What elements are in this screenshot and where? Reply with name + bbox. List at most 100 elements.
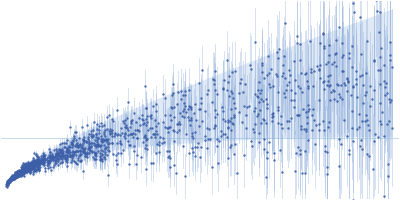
- Point: [20, 170, 26, 173]
- Point: [23, 165, 30, 168]
- Point: [36, 160, 42, 163]
- Point: [105, 173, 112, 176]
- Point: [10, 174, 17, 177]
- Point: [27, 166, 33, 169]
- Point: [121, 121, 127, 124]
- Point: [33, 161, 39, 164]
- Point: [30, 161, 37, 164]
- Point: [12, 173, 19, 177]
- Point: [17, 171, 24, 175]
- Point: [20, 171, 27, 174]
- Point: [9, 177, 15, 180]
- Point: [274, 75, 280, 78]
- Point: [303, 129, 310, 132]
- Point: [160, 92, 166, 96]
- Point: [340, 118, 347, 122]
- Point: [33, 161, 39, 164]
- Point: [33, 159, 39, 162]
- Point: [6, 179, 12, 182]
- Point: [74, 162, 80, 166]
- Point: [192, 146, 198, 149]
- Point: [125, 128, 132, 131]
- Point: [231, 152, 238, 155]
- Point: [113, 153, 119, 156]
- Point: [34, 161, 41, 164]
- Point: [99, 141, 105, 144]
- Point: [33, 162, 39, 165]
- Point: [7, 178, 14, 181]
- Point: [24, 168, 30, 171]
- Point: [102, 146, 108, 149]
- Point: [82, 139, 89, 142]
- Point: [77, 149, 84, 153]
- Point: [23, 166, 29, 169]
- Point: [190, 136, 196, 139]
- Point: [77, 143, 83, 146]
- Point: [67, 155, 73, 158]
- Point: [12, 172, 18, 175]
- Point: [33, 161, 39, 164]
- Point: [40, 161, 47, 164]
- Point: [30, 157, 36, 160]
- Point: [128, 132, 134, 136]
- Point: [17, 171, 24, 174]
- Point: [180, 108, 187, 111]
- Point: [322, 144, 328, 147]
- Point: [4, 183, 10, 186]
- Point: [25, 167, 31, 171]
- Point: [30, 160, 37, 163]
- Point: [98, 139, 104, 142]
- Point: [174, 131, 180, 134]
- Point: [132, 128, 138, 131]
- Point: [206, 127, 212, 131]
- Point: [102, 147, 108, 150]
- Point: [8, 178, 14, 181]
- Point: [57, 156, 64, 159]
- Point: [20, 164, 26, 168]
- Point: [31, 163, 38, 166]
- Point: [78, 145, 85, 148]
- Point: [54, 156, 60, 160]
- Point: [160, 120, 166, 124]
- Point: [21, 171, 27, 175]
- Point: [5, 180, 12, 184]
- Point: [47, 155, 54, 158]
- Point: [28, 165, 34, 169]
- Point: [88, 130, 94, 133]
- Point: [228, 117, 234, 120]
- Point: [349, 45, 355, 48]
- Point: [243, 113, 250, 116]
- Point: [177, 98, 184, 101]
- Point: [264, 156, 271, 160]
- Point: [5, 181, 11, 184]
- Point: [11, 173, 18, 176]
- Point: [361, 94, 368, 97]
- Point: [290, 105, 297, 108]
- Point: [86, 142, 92, 145]
- Point: [320, 45, 327, 48]
- Point: [117, 141, 124, 145]
- Point: [136, 129, 142, 132]
- Point: [197, 108, 203, 111]
- Point: [8, 176, 14, 179]
- Point: [316, 67, 322, 70]
- Point: [26, 167, 33, 170]
- Point: [143, 143, 150, 147]
- Point: [22, 165, 28, 168]
- Point: [91, 157, 97, 160]
- Point: [323, 62, 330, 65]
- Point: [88, 132, 94, 135]
- Point: [330, 61, 337, 64]
- Point: [32, 168, 38, 171]
- Point: [326, 120, 332, 124]
- Point: [78, 125, 85, 129]
- Point: [182, 105, 188, 108]
- Point: [17, 171, 24, 174]
- Point: [131, 149, 138, 153]
- Point: [89, 149, 95, 152]
- Point: [387, 59, 393, 62]
- Point: [32, 161, 38, 164]
- Point: [143, 137, 150, 140]
- Point: [24, 163, 30, 166]
- Point: [19, 164, 25, 167]
